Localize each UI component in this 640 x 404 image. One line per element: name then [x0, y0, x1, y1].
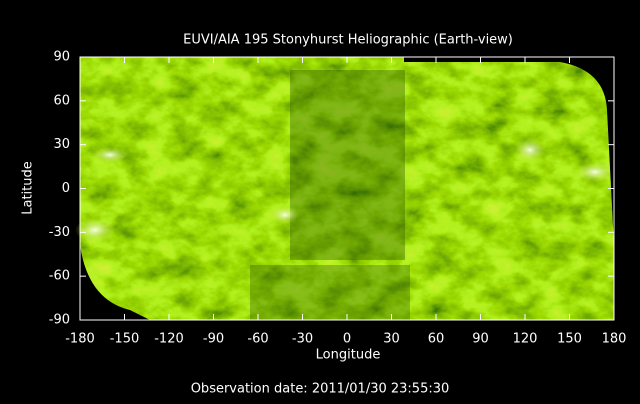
observation-date: Observation date: 2011/01/30 23:55:30 — [191, 382, 450, 397]
y-tick-label: 0 — [62, 181, 70, 196]
x-axis-label: Longitude — [316, 348, 381, 363]
x-tick-label: 0 — [343, 332, 351, 347]
y-tick-label: -60 — [49, 269, 70, 284]
x-tick-label: -60 — [247, 332, 268, 347]
y-tick-label: 60 — [53, 93, 70, 108]
x-tick-label: -120 — [154, 332, 184, 347]
x-tick-label: 150 — [557, 332, 582, 347]
solar-map — [75, 57, 615, 320]
x-tick-label: -150 — [110, 332, 140, 347]
y-tick-label: 30 — [53, 137, 70, 152]
y-axis-label: Latitude — [21, 161, 36, 215]
x-tick-label: -30 — [292, 332, 313, 347]
chart-title: EUVI/AIA 195 Stonyhurst Heliographic (Ea… — [183, 33, 513, 48]
x-tick-label: 120 — [513, 332, 538, 347]
y-tick-label: -90 — [49, 313, 70, 328]
y-tick-label: 90 — [53, 50, 70, 65]
x-tick-label: -180 — [65, 332, 95, 347]
y-tick-label: -30 — [49, 225, 70, 240]
x-tick-label: 60 — [428, 332, 445, 347]
x-tick-label: 180 — [602, 332, 627, 347]
x-tick-label: 90 — [472, 332, 489, 347]
x-tick-label: 30 — [383, 332, 400, 347]
x-tick-label: -90 — [203, 332, 224, 347]
